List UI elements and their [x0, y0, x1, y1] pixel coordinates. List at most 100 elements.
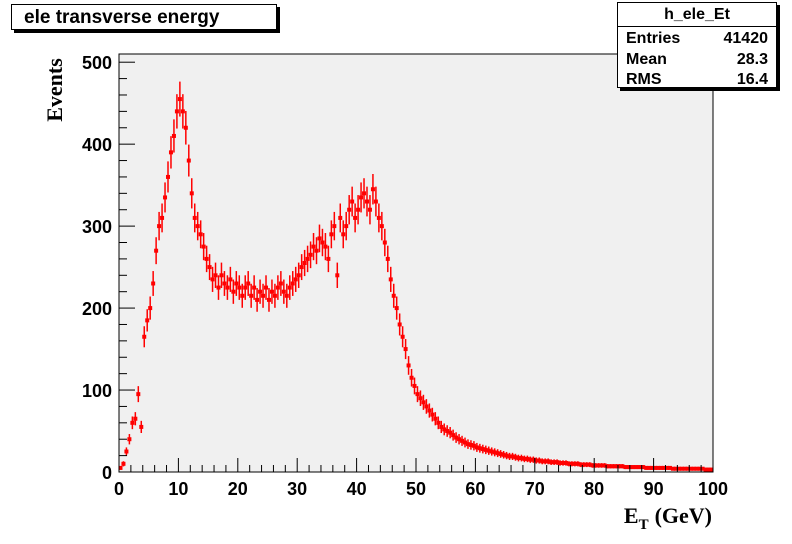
data-point	[243, 275, 248, 300]
data-point	[682, 466, 687, 471]
data-point	[703, 467, 708, 472]
data-point	[620, 464, 625, 469]
data-point	[486, 446, 491, 455]
data-point	[266, 288, 271, 312]
data-point	[192, 203, 197, 233]
stats-box: h_ele_Et Entries 41420 Mean 28.3 RMS 16.…	[617, 2, 777, 88]
data-point	[638, 465, 643, 470]
data-point	[555, 459, 560, 466]
data-point	[543, 458, 548, 465]
data-point	[225, 275, 230, 300]
data-point	[448, 426, 453, 439]
data-point	[272, 283, 277, 308]
data-point	[397, 313, 402, 336]
data-point	[177, 81, 182, 117]
data-point	[418, 390, 423, 407]
y-tick-label: 100	[82, 381, 112, 401]
data-point	[653, 465, 658, 470]
data-point	[207, 254, 212, 281]
data-point	[578, 462, 583, 468]
data-point	[261, 283, 266, 308]
data-point	[136, 386, 141, 403]
data-point	[394, 296, 399, 320]
tick-labels: 0 10 20 30 40 50 60 70 80 90 100 0 100 200 300 400 500	[82, 53, 728, 499]
data-point	[308, 241, 313, 269]
x-tick-label: 0	[114, 479, 124, 499]
data-point	[258, 279, 263, 304]
data-point	[290, 271, 295, 296]
data-point	[706, 467, 711, 472]
data-point	[587, 462, 592, 468]
stats-row-rms: RMS 16.4	[626, 69, 768, 90]
data-point	[180, 94, 185, 129]
data-point	[561, 460, 566, 466]
data-point	[641, 465, 646, 470]
data-point	[376, 203, 381, 233]
data-point	[362, 178, 367, 209]
data-point	[160, 203, 165, 233]
data-point	[204, 245, 209, 273]
data-point	[572, 461, 577, 467]
data-point	[252, 275, 257, 300]
y-tick-label: 200	[82, 299, 112, 319]
data-point	[614, 464, 619, 469]
data-point	[198, 220, 203, 249]
axes	[118, 54, 714, 473]
data-point	[388, 266, 393, 292]
stats-label: RMS	[626, 71, 662, 88]
data-point	[617, 464, 622, 469]
data-point	[430, 407, 435, 422]
data-point	[166, 161, 171, 193]
data-point	[552, 459, 557, 466]
data-point	[370, 174, 375, 205]
data-point	[367, 195, 372, 225]
y-axis-label: Events	[42, 58, 67, 122]
data-point	[522, 455, 527, 463]
x-axis-label-units: (GeV)	[655, 503, 712, 528]
data-point	[124, 447, 129, 456]
stats-label: Mean	[626, 51, 667, 68]
data-point	[320, 228, 325, 257]
data-point	[278, 271, 283, 296]
data-point	[427, 403, 432, 418]
data-point	[492, 448, 497, 457]
data-point	[284, 283, 289, 308]
data-point	[171, 119, 176, 153]
stats-histogram-name: h_ele_Et	[618, 4, 776, 27]
data-point	[495, 449, 500, 458]
data-point	[477, 443, 482, 453]
data-point	[373, 186, 378, 217]
chart-title: ele transverse energy	[24, 7, 220, 28]
data-point	[151, 271, 156, 296]
data-point	[275, 275, 280, 300]
x-axis-label: ET (GeV)	[624, 503, 712, 533]
data-point	[436, 416, 441, 430]
data-point	[661, 465, 666, 470]
data-point	[356, 195, 361, 225]
data-point	[454, 432, 459, 443]
data-point	[673, 466, 678, 471]
data-point	[142, 326, 147, 348]
x-tick-label: 30	[287, 479, 307, 499]
x-axis-label-subscript: T	[639, 517, 649, 533]
data-point	[335, 262, 340, 288]
data-point	[546, 458, 551, 465]
x-tick-label: 100	[698, 479, 728, 499]
data-point	[121, 461, 126, 467]
data-point	[329, 220, 334, 249]
x-tick-label: 40	[347, 479, 367, 499]
data-point	[700, 466, 705, 471]
data-point	[611, 464, 616, 469]
data-point	[635, 465, 640, 470]
data-point	[569, 461, 574, 467]
stats-row-entries: Entries 41420	[626, 28, 768, 49]
data-point	[228, 266, 233, 292]
data-point	[213, 262, 218, 288]
x-tick-label: 60	[465, 479, 485, 499]
data-point	[709, 467, 714, 472]
data-point	[626, 465, 631, 470]
data-point	[130, 416, 135, 430]
data-point	[364, 186, 369, 217]
data-point	[231, 279, 236, 304]
data-point	[240, 283, 245, 308]
